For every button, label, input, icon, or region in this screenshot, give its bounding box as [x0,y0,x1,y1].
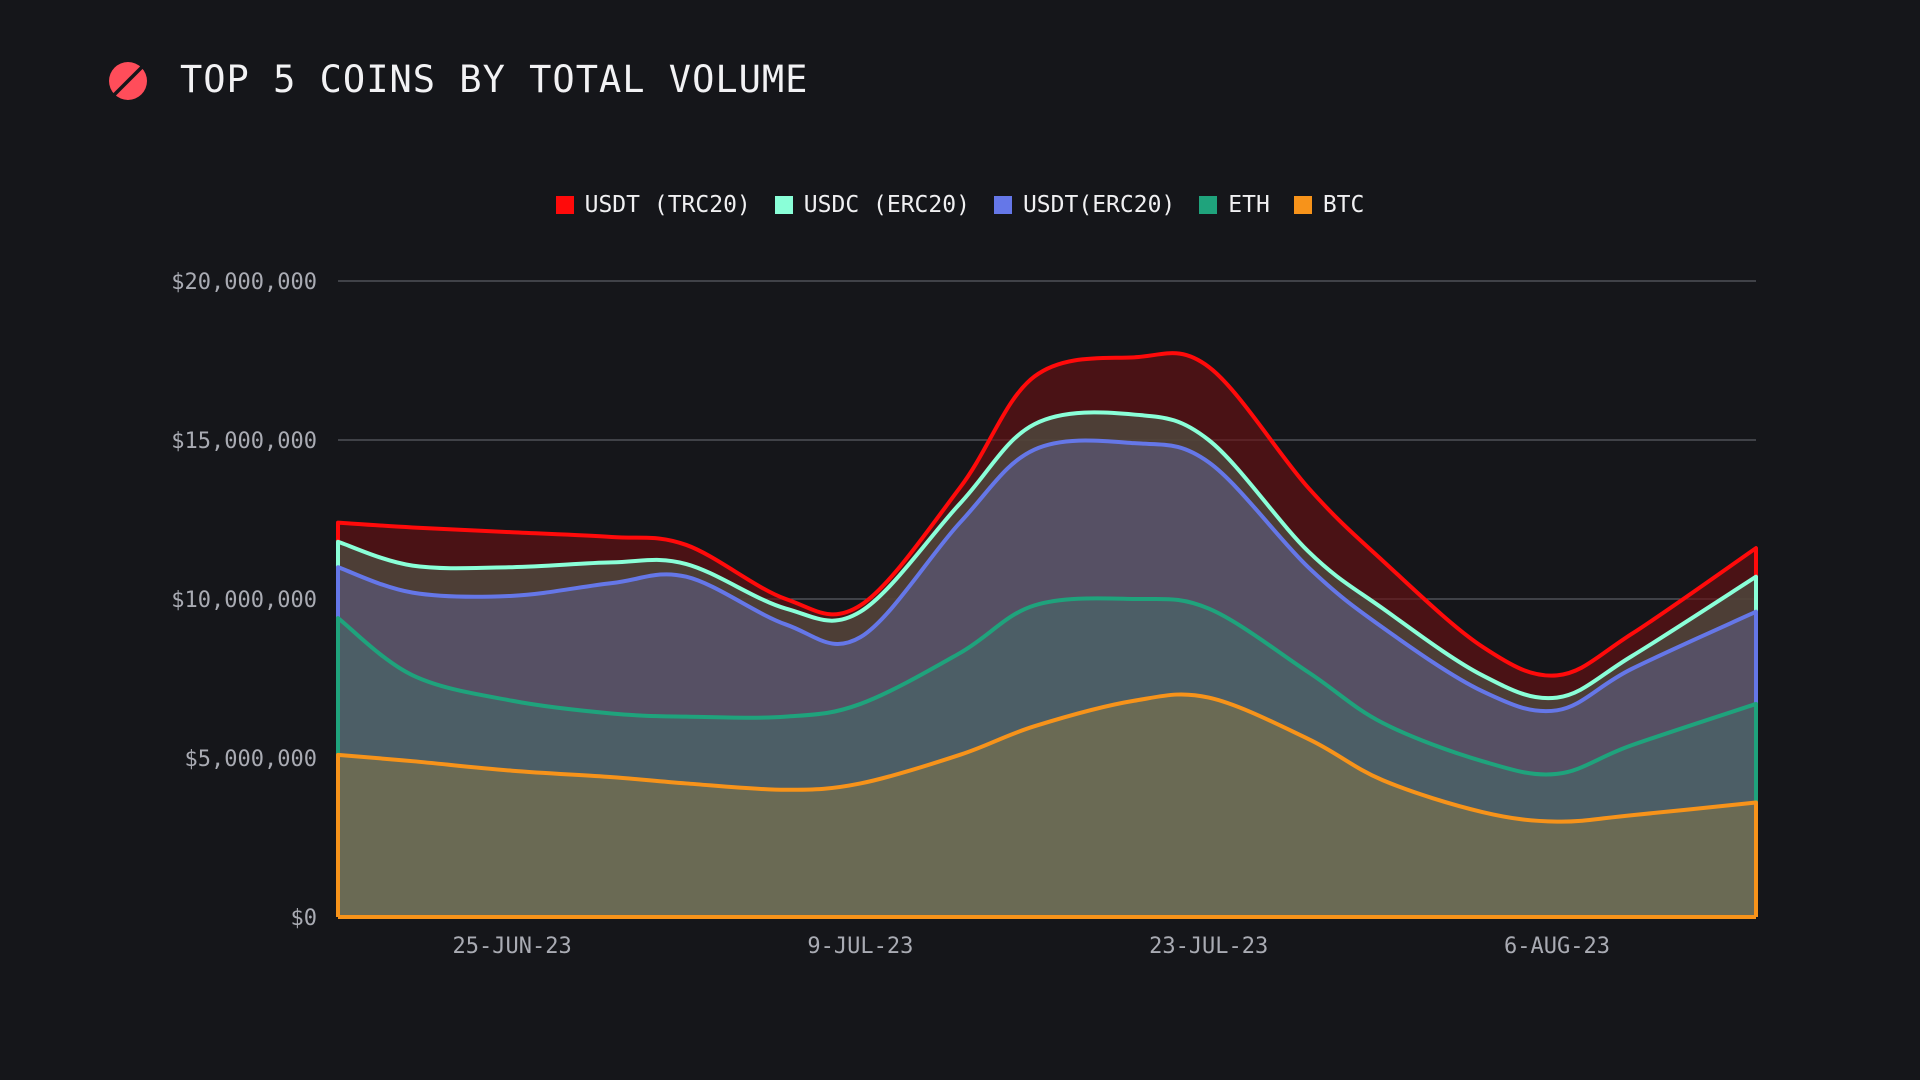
x-axis: 25-JUN-23 9-JUL-23 23-JUL-23 6-AUG-23 [453,934,1610,959]
legend-swatch [774,196,793,214]
y-tick-label: $10,000,000 [171,588,317,613]
x-tick-label: 23-JUL-23 [1149,934,1268,959]
y-tick-label: $5,000,000 [185,747,317,772]
legend-item[interactable]: USDC (ERC20) [774,192,970,218]
legend-item[interactable]: ETH [1199,192,1270,218]
series-lines [336,351,1758,919]
legend-item[interactable]: USDT (TRC20) [555,192,751,218]
series-line[interactable] [336,692,1758,917]
legend-item[interactable]: USDT(ERC20) [993,192,1176,218]
legend-item[interactable]: BTC [1293,192,1365,218]
y-tick-label: $20,000,000 [171,270,317,295]
legend-label: USDT (TRC20) [584,192,751,218]
x-tick-label: 6-AUG-23 [1504,934,1610,959]
legend-label: USDT(ERC20) [1022,192,1176,218]
legend-swatch [1199,196,1218,214]
y-tick-label: $15,000,000 [171,429,317,454]
chart-legend: USDT (TRC20) USDC (ERC20) USDT(ERC20) ETH BT… [0,192,1920,218]
page-title: TOP 5 COINS BY TOTAL VOLUME [180,58,809,101]
legend-label: BTC [1322,192,1365,218]
legend-label: ETH [1228,192,1270,218]
x-tick-label: 9-JUL-23 [807,934,913,959]
legend-label: USDC (ERC20) [803,192,970,218]
x-tick-label: 25-JUN-23 [453,934,572,959]
series-areas [338,353,1756,917]
legend-swatch [1293,196,1312,214]
y-tick-label: $0 [291,906,318,931]
series-line[interactable] [336,596,1758,917]
legend-swatch [993,196,1012,214]
logo-icon [109,62,147,100]
series-line[interactable] [336,410,1758,917]
y-axis: $0 $5,000,000 $10,000,000 $15,000,000 $20,00… [171,270,317,931]
legend-swatch [555,196,574,214]
series-line[interactable] [336,351,1758,917]
series-line[interactable] [336,438,1758,917]
series-area [338,694,1756,917]
